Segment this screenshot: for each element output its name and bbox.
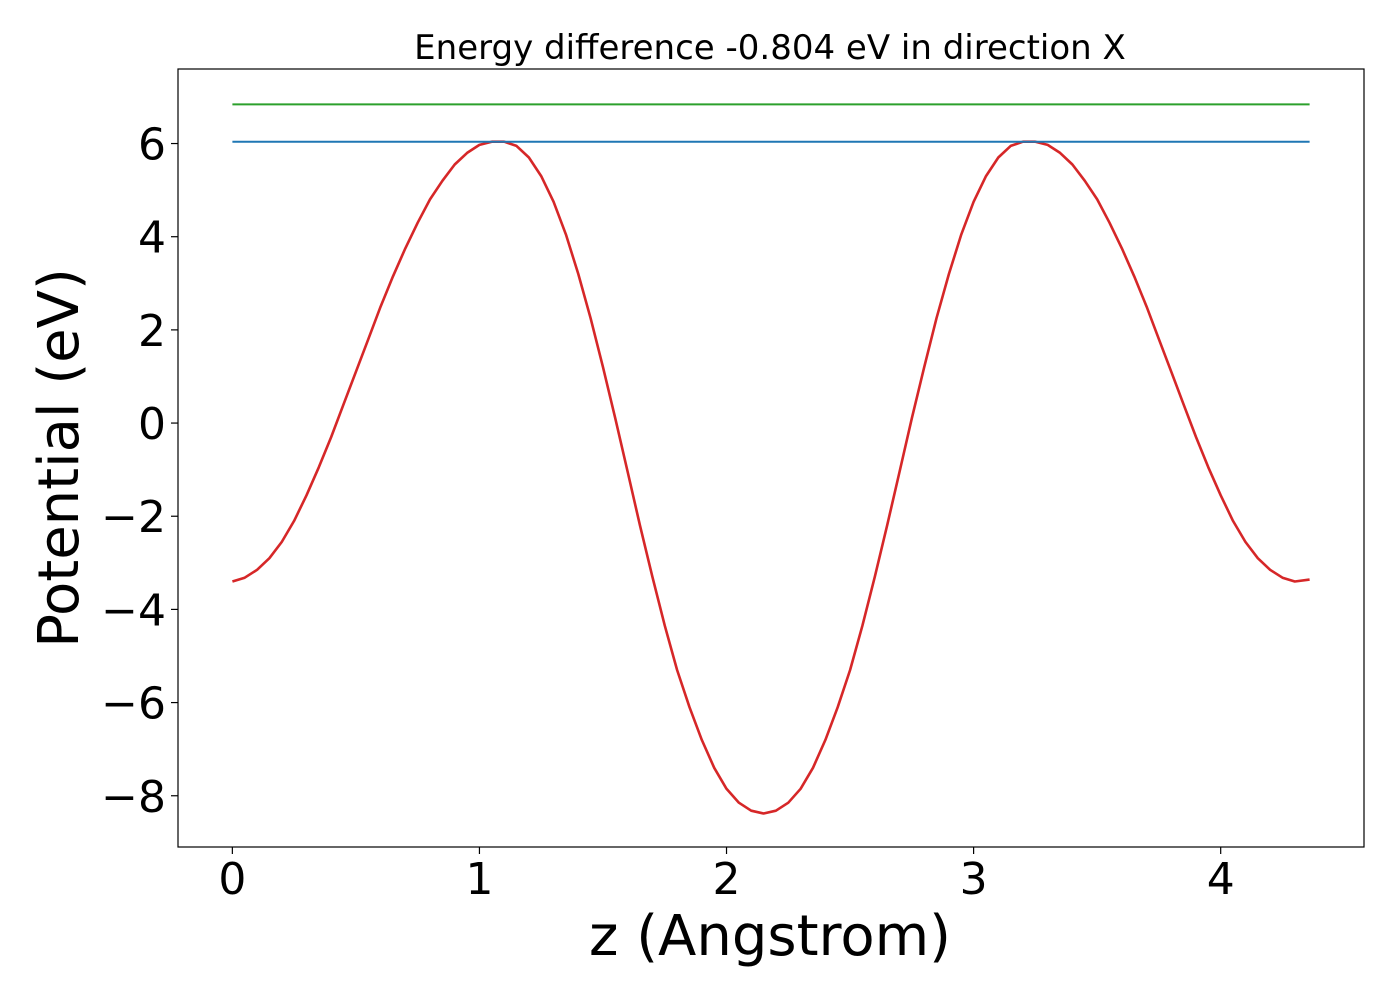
x-axis: 0 1 2 3 4 [218,847,1235,905]
y-tick-label: −2 [101,492,166,543]
x-tick-label: 2 [713,854,741,905]
y-tick-label: −8 [101,772,166,823]
chart-title: Energy difference -0.804 eV in direction… [414,28,1126,68]
plot-frame [177,68,1365,848]
x-axis-label: z (Angstrom) [589,904,951,969]
series-line-0 [232,140,1310,815]
x-tick-label: 1 [465,854,493,905]
series-layer [232,103,1310,815]
y-axis-label: Potential (eV) [27,268,92,648]
x-tick-label: 3 [960,854,988,905]
x-tick-label: 0 [218,854,246,905]
y-tick-label: −4 [101,585,166,636]
y-tick-label: 4 [138,213,166,264]
y-tick-label: −6 [101,679,166,730]
x-tick-label: 4 [1207,854,1235,905]
y-tick-label: 0 [138,399,166,450]
y-tick-label: 6 [138,120,166,171]
y-axis: −8 −6 −4 −2 0 2 4 6 [101,120,178,823]
y-tick-label: 2 [138,306,166,357]
